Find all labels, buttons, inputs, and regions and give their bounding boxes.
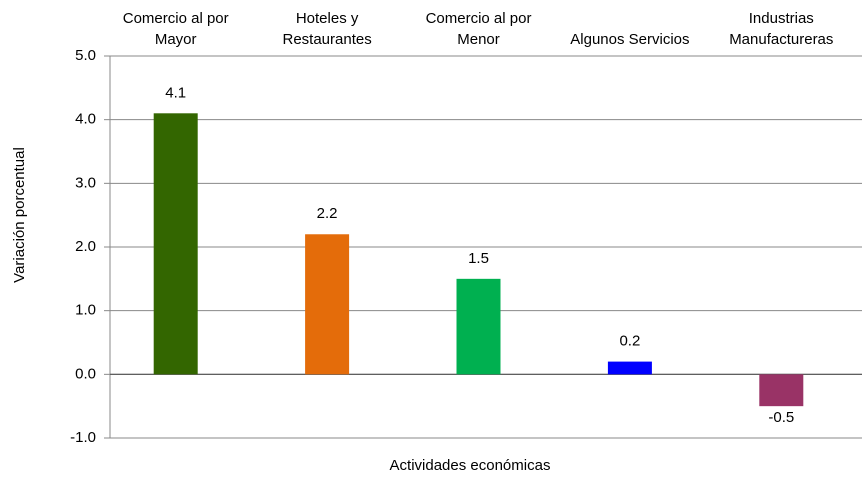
y-tick-label: 3.0 <box>75 174 96 191</box>
y-tick-label: 1.0 <box>75 302 96 319</box>
y-tick-label: 4.0 <box>75 111 96 128</box>
bar <box>153 113 198 375</box>
category-label: Comercio al por Menor <box>425 10 532 48</box>
y-tick-label: 0.0 <box>75 365 96 382</box>
bar <box>456 278 501 375</box>
data-label: 1.5 <box>468 250 489 267</box>
data-label: 0.2 <box>619 333 640 350</box>
y-axis-title: Variación porcentual <box>11 147 28 283</box>
y-tick-label: 2.0 <box>75 238 96 255</box>
data-label: -0.5 <box>768 409 794 426</box>
category-label: Algunos Servicios <box>570 31 690 48</box>
bar <box>759 374 804 407</box>
y-tick-label: -1.0 <box>70 429 96 446</box>
bar <box>305 234 350 375</box>
category-label: Comercio al por Mayor <box>122 10 229 48</box>
data-label: 2.2 <box>317 205 338 222</box>
category-label: Industrias Manufactureras <box>729 10 834 48</box>
data-label: 4.1 <box>165 84 186 101</box>
bar <box>607 361 652 375</box>
category-label: Hoteles y Restaurantes <box>282 10 372 48</box>
y-tick-label: 5.0 <box>75 47 96 64</box>
x-axis-title: Actividades económicas <box>390 457 551 474</box>
